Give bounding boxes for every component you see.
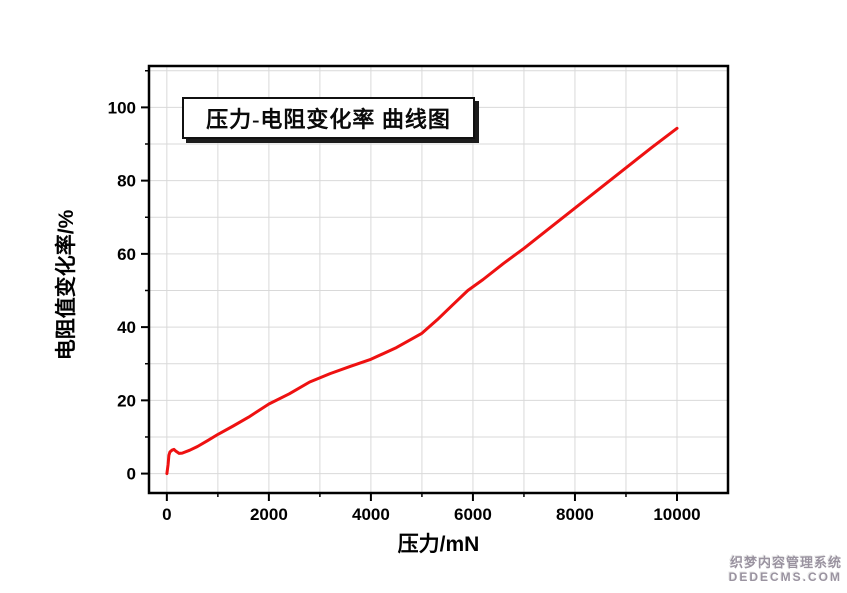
y-tick-label: 100 [108,98,136,117]
watermark-cn-text: 织梦内容管理系统 [729,555,842,571]
y-tick-label: 0 [127,465,136,484]
y-tick-label: 20 [117,391,136,410]
x-tick-label: 8000 [556,505,594,524]
x-tick-label: 6000 [454,505,492,524]
chart-title-box: 压力-电阻变化率 曲线图 [182,97,475,139]
x-tick-label: 4000 [352,505,390,524]
x-tick-label: 0 [162,505,171,524]
x-axis-title: 压力/mN [397,533,480,556]
watermark-domain-text: DEDECMS.COM [728,570,842,585]
y-axis-title: 电阻值变化率/% [55,209,78,361]
y-tick-label: 60 [117,245,136,264]
plot-frame [147,64,730,495]
x-tick-label: 2000 [250,505,288,524]
watermark: 织梦内容管理系统 DEDECMS.COM [728,555,842,585]
y-tick-label: 40 [117,318,136,337]
y-tick-label: 80 [117,172,136,191]
data-line [165,126,679,476]
x-tick-label: 10000 [653,505,700,524]
chart-title: 压力-电阻变化率 曲线图 [206,107,451,132]
